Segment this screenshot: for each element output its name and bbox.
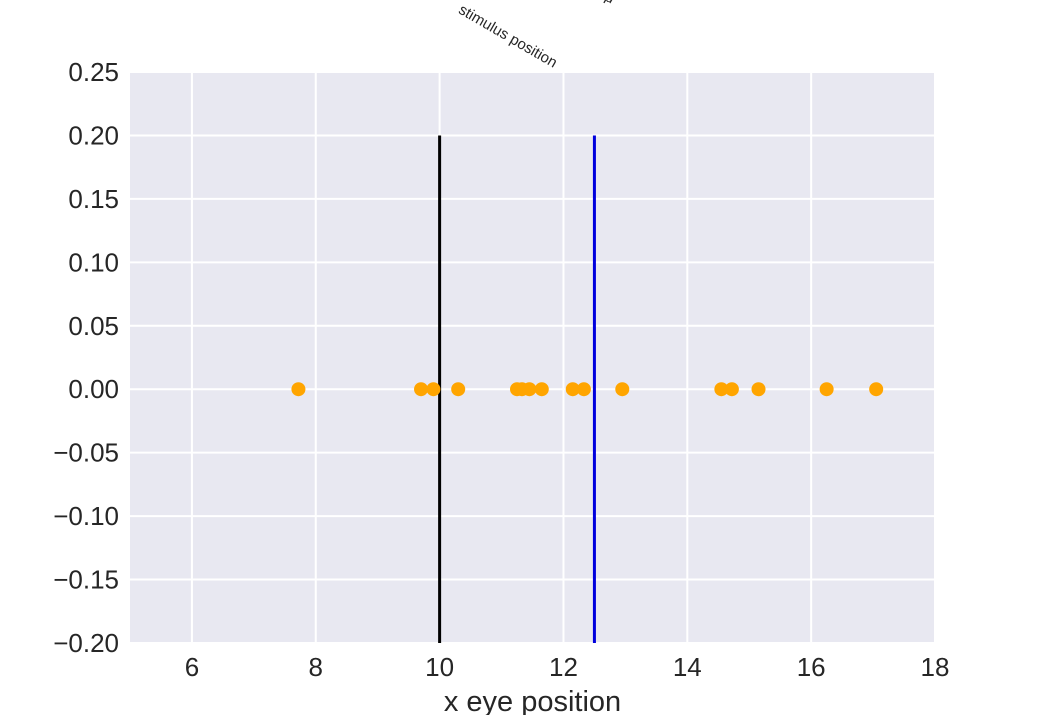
x-tick-label: 14	[673, 652, 702, 682]
y-tick-label: 0.20	[68, 120, 119, 150]
data-point	[426, 382, 441, 397]
y-tick-label: 0.10	[68, 247, 119, 277]
data-point	[534, 382, 549, 397]
y-tick-label: −0.05	[53, 438, 119, 468]
data-point	[615, 382, 630, 397]
data-point	[751, 382, 766, 397]
x-tick-label: 12	[549, 652, 578, 682]
tick-labels: 6 8 10 12 14 16 18 −0.20 −0.15 −0.10 −0.05 0.00 0.05…	[53, 57, 949, 682]
vline-label: stimulus position	[456, 1, 561, 71]
x-tick-label: 6	[185, 652, 199, 682]
x-tick-label: 18	[921, 652, 950, 682]
annotations: stimulus position μ	[456, 0, 618, 71]
x-axis-label: x eye position	[444, 686, 621, 715]
data-point	[819, 382, 834, 397]
data-point	[724, 382, 739, 397]
plot-area	[130, 72, 935, 643]
x-tick-label: 8	[309, 652, 323, 682]
y-tick-label: 0.15	[68, 184, 119, 214]
data-point	[714, 382, 729, 397]
data-point	[414, 382, 429, 397]
data-point	[869, 382, 884, 397]
y-tick-label: 0.05	[68, 311, 119, 341]
vline-label: μ	[602, 0, 618, 7]
data-points	[291, 382, 884, 397]
y-tick-label: −0.15	[53, 565, 119, 595]
y-tick-label: 0.25	[68, 57, 119, 87]
data-point	[291, 382, 306, 397]
y-tick-label: −0.20	[53, 628, 119, 658]
y-tick-label: −0.10	[53, 501, 119, 531]
y-tick-label: 0.00	[68, 374, 119, 404]
grid	[130, 71, 936, 644]
data-point	[522, 382, 537, 397]
data-point	[451, 382, 466, 397]
x-tick-label: 16	[797, 652, 826, 682]
data-point	[565, 382, 580, 397]
x-tick-label: 10	[425, 652, 454, 682]
data-point	[576, 382, 591, 397]
